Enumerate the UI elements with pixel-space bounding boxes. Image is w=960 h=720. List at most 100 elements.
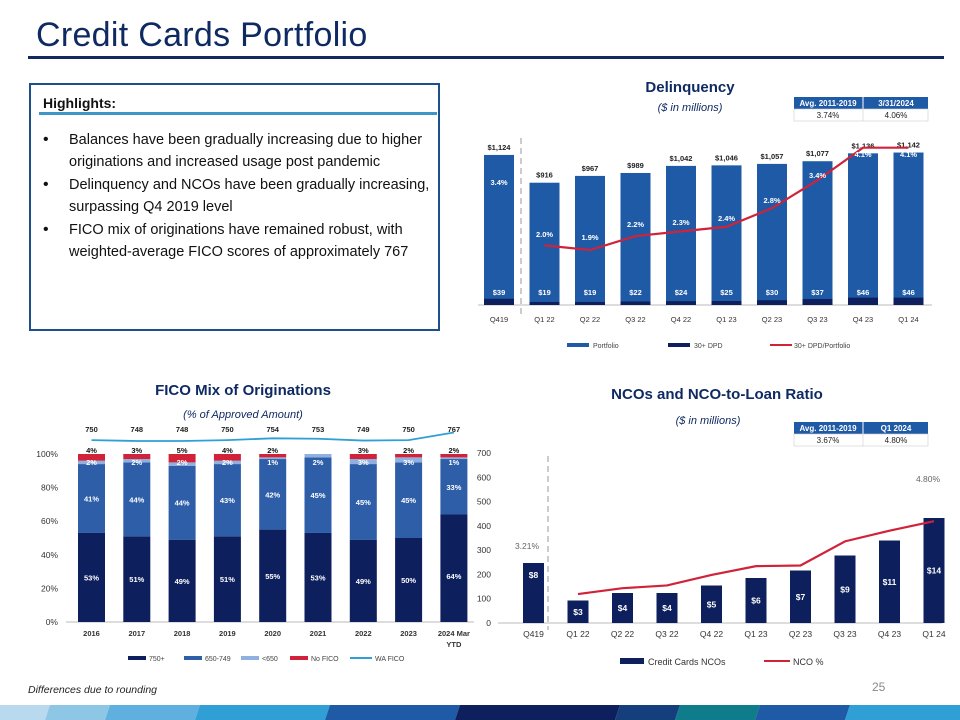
nco-chart-subtitle: ($ in millions) [676,415,741,427]
delinquency-x-tick: Q1 22 [534,315,554,324]
fico-x-tick: 2021 [310,629,327,638]
fico-750plus-label: 49% [356,577,371,586]
portfolio-bar [711,165,742,305]
nco-y-tick: 200 [477,569,491,579]
nco-table-header-cell: Avg. 2011-2019 [799,424,857,433]
fico-650-749-label: 45% [356,498,371,507]
fico-segment-3 [78,454,105,461]
nco-legend-swatch [620,658,644,664]
fico-segment-2 [78,460,105,465]
portfolio-bar-label: $1,142 [897,141,920,150]
dpd-bar [893,297,924,305]
fico-750plus-label: 51% [129,575,144,584]
nco-x-tick: Q4 22 [700,629,723,639]
nco-chart-title: NCOs and NCO-to-Loan Ratio [611,386,823,403]
fico-segment-1 [440,459,468,515]
nco-table-cell: 4.80% [885,436,908,445]
dpd-bar [757,300,787,305]
fico-750plus-label: 50% [401,576,416,585]
fico-legend-label: <650 [262,656,278,663]
portfolio-bar [529,182,560,305]
fico-under650-label: 2% [86,458,97,467]
highlight-bullet: Delinquency and NCOs have been gradually… [41,174,431,218]
dpd-bar-label: $30 [766,288,779,297]
wa-fico-label: 754 [266,425,279,434]
legend-ratio-label: 30+ DPD/Portfolio [794,343,850,350]
fico-segment-1 [213,464,241,537]
fico-750plus-label: 49% [175,577,190,586]
nco-x-tick: Q3 22 [655,629,678,639]
dpd-bar [711,301,742,305]
portfolio-bar-label: $989 [627,161,644,170]
fico-nofico-label: 2% [403,446,414,455]
dpd-bar-label: $39 [493,288,506,297]
dpd-bar [575,301,605,305]
fico-legend-swatch [241,656,259,660]
dpd-ratio-label: 2.8% [763,196,780,205]
dpd-bar [529,301,560,305]
fico-x-tick: 2022 [355,629,372,638]
fico-segment-0 [259,529,287,622]
dpd-bar [484,298,514,305]
delinquency-chart-title: Delinquency [645,79,735,96]
dpd-ratio-label: 4.1% [900,150,917,159]
fico-segment-1 [259,459,287,530]
highlights-box: Highlights: Balances have been gradually… [29,83,440,331]
delinquency-x-tick: Q2 23 [762,315,782,324]
portfolio-bar-label: $1,077 [806,149,829,158]
portfolio-bar-label: $1,124 [488,143,512,152]
delinquency-table-header-cell: 3/31/2024 [878,99,914,108]
nco-ratio-line [577,520,935,596]
nco-bar [701,585,722,623]
legend-dpd-label: 30+ DPD [694,343,723,350]
delinquency-x-tick: Q1 24 [898,315,918,324]
portfolio-bar-label: $1,042 [670,154,693,163]
fico-segment-0 [168,539,196,622]
portfolio-bar [666,165,696,305]
delinquency-x-tick: Q419 [490,315,508,324]
fico-under650-label: 1% [267,458,278,467]
fico-chart-title: FICO Mix of Originations [155,382,331,399]
fico-750plus-label: 51% [220,575,235,584]
delinquency-x-tick: Q4 23 [853,315,873,324]
fico-segment-1 [395,462,423,538]
fico-segment-3 [123,454,151,460]
fico-segment-0 [395,538,423,622]
fico-y-tick: 0% [46,617,59,627]
nco-x-tick: Q3 23 [833,629,856,639]
nco-x-tick: Q4 23 [878,629,901,639]
nco-table-row [793,433,929,447]
fico-under650-label: 2% [222,458,233,467]
legend-dpd-swatch [668,343,690,347]
fico-750plus-label: 55% [265,572,280,581]
dpd-ratio-label: 1.9% [581,233,598,242]
fico-x-tick: 2024 Mar [438,629,470,638]
highlight-bullet: FICO mix of originations have remained r… [41,219,431,263]
nco-bar [567,600,589,623]
page-title: Credit Cards Portfolio [36,16,368,54]
highlights-title: Highlights: [43,95,117,111]
fico-nofico-label: 2% [448,446,459,455]
nco-bar-label: $14 [927,566,941,576]
fico-segment-0 [78,532,105,622]
nco-bar [923,518,945,623]
portfolio-bar-label: $916 [536,171,553,180]
fico-y-tick: 80% [41,483,58,493]
nco-y-tick: 100 [477,594,491,604]
dpd-ratio-line [544,146,909,252]
nco-y-tick: 0 [486,618,491,628]
nco-bar-label: $6 [751,596,761,606]
fico-650-749-label: 45% [310,491,325,500]
nco-x-tick: Q419 [523,629,544,639]
footer-band [0,705,960,720]
dpd-bar [620,301,651,305]
delinquency-table-cell: 4.06% [885,111,908,120]
fico-under650-label: 3% [358,458,369,467]
fico-segment-3 [395,454,423,458]
nco-bar-label: $11 [883,577,897,587]
fico-legend-swatch [184,656,202,660]
nco-bar-label: $8 [529,570,539,580]
fico-650-749-label: 45% [401,496,416,505]
portfolio-bar-label: $1,136 [852,141,875,150]
